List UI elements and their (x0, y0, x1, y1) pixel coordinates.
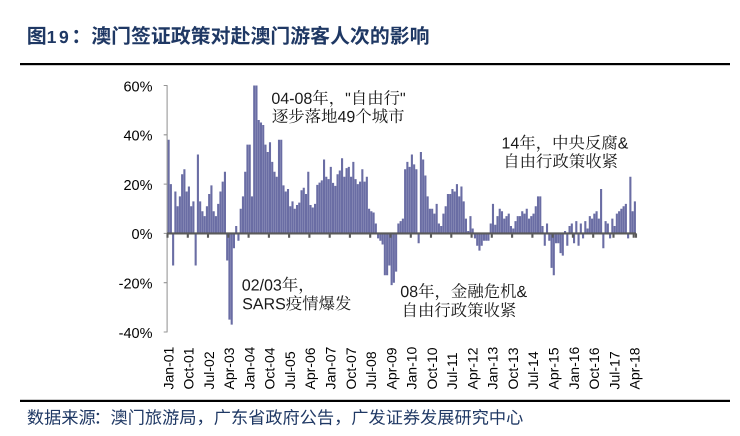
svg-text:Jul-02: Jul-02 (201, 351, 217, 389)
svg-text:Apr-03: Apr-03 (221, 347, 237, 389)
svg-text:-40%: -40% (119, 326, 153, 342)
svg-text:Jan-10: Jan-10 (404, 346, 420, 389)
svg-text:Jan-13: Jan-13 (485, 346, 501, 389)
svg-text:Oct-01: Oct-01 (181, 347, 197, 389)
svg-text:-20%: -20% (119, 277, 153, 293)
svg-text:60%: 60% (123, 79, 152, 95)
svg-text:Jan-07: Jan-07 (323, 346, 339, 389)
svg-text:40%: 40% (123, 129, 152, 145)
svg-text:Apr-12: Apr-12 (464, 347, 480, 389)
svg-text:Jul-11: Jul-11 (444, 352, 460, 389)
svg-text:Oct-07: Oct-07 (343, 347, 359, 389)
svg-text:Jul-08: Jul-08 (363, 351, 379, 389)
svg-text:Oct-10: Oct-10 (424, 347, 440, 389)
svg-text:Apr-18: Apr-18 (627, 347, 643, 389)
svg-text:Jan-16: Jan-16 (566, 346, 582, 389)
svg-text:0%: 0% (132, 227, 153, 243)
svg-text:Apr-09: Apr-09 (383, 347, 399, 389)
svg-text:Jan-01: Jan-01 (160, 346, 176, 389)
svg-text:Apr-06: Apr-06 (302, 347, 318, 389)
svg-text:Oct-16: Oct-16 (586, 347, 602, 389)
svg-text:Jul-14: Jul-14 (525, 351, 541, 389)
svg-text:Jan-04: Jan-04 (241, 346, 257, 389)
svg-text:Apr-15: Apr-15 (546, 347, 562, 389)
svg-text:Oct-13: Oct-13 (505, 347, 521, 389)
svg-text:Jul-17: Jul-17 (606, 351, 622, 389)
svg-text:20%: 20% (123, 178, 152, 194)
svg-text:Oct-04: Oct-04 (262, 347, 278, 389)
svg-text:Jul-05: Jul-05 (282, 351, 298, 389)
